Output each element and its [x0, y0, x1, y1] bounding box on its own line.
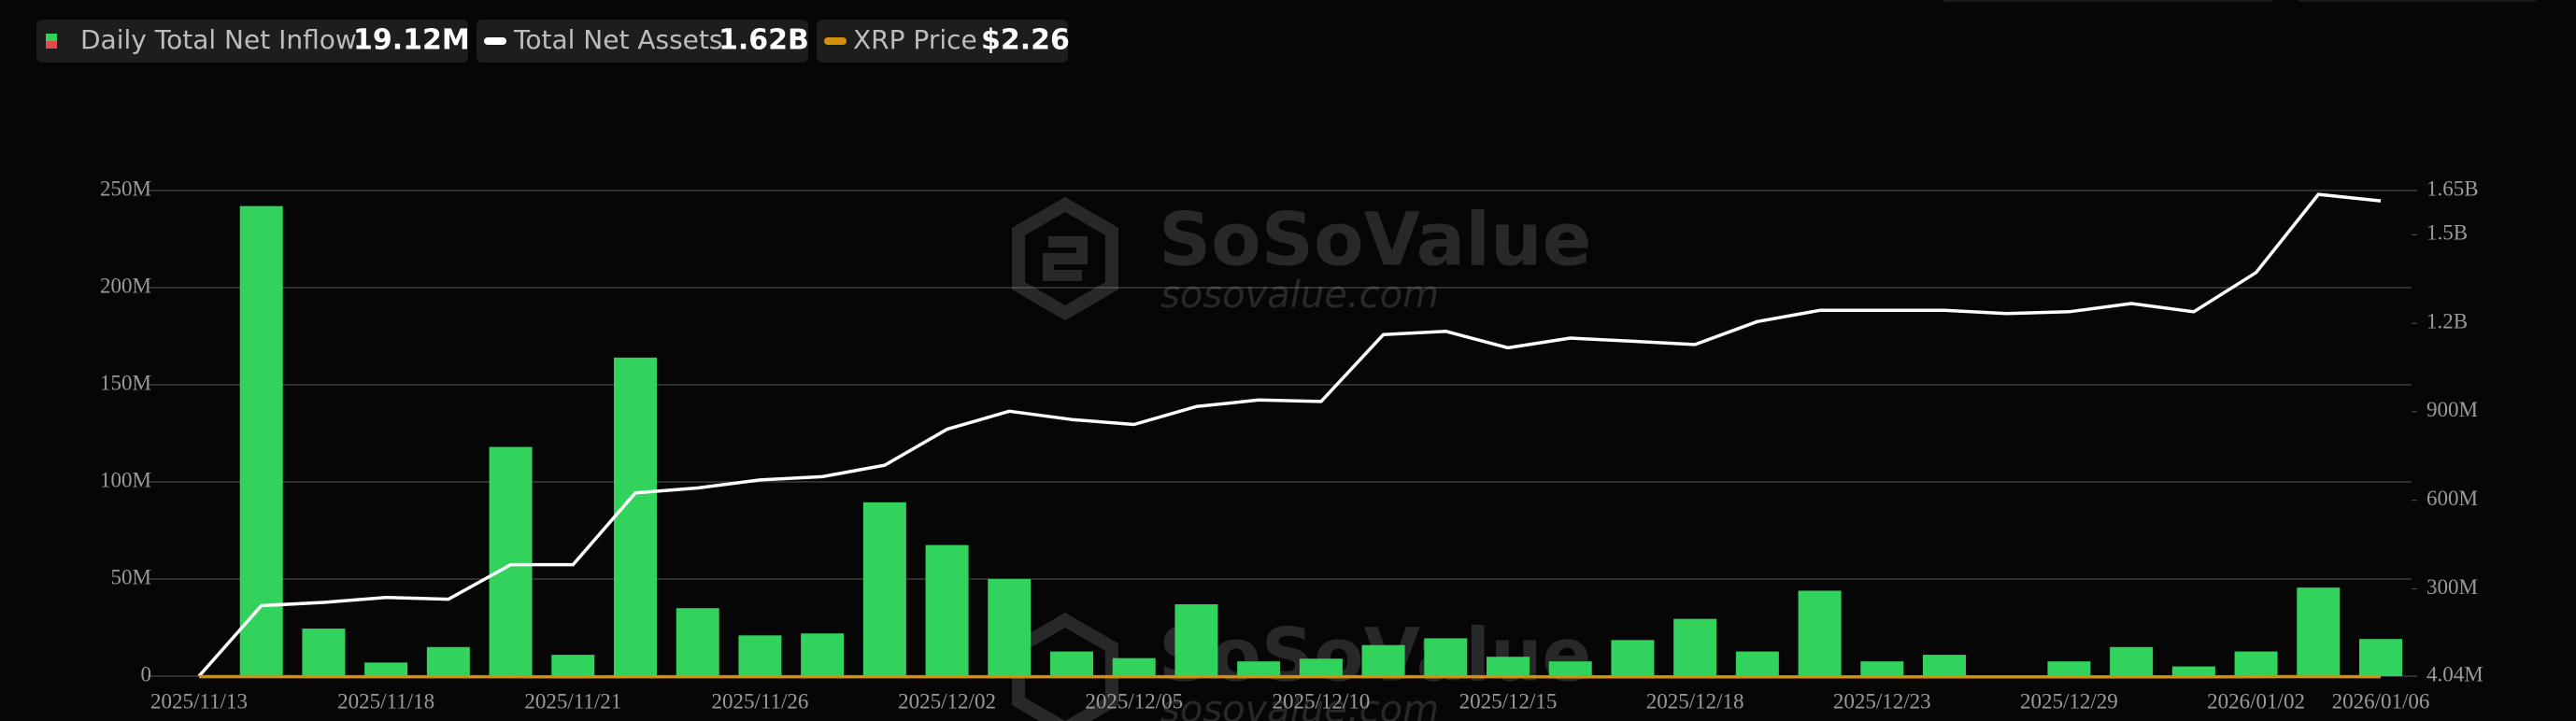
bar — [239, 205, 283, 676]
x-tick-label: 2025/11/18 — [337, 689, 434, 713]
bar — [1361, 644, 1405, 676]
y-tick-label: 200M — [100, 274, 151, 297]
legend-label: Daily Total Net Inflow — [80, 24, 357, 55]
bar — [988, 579, 1032, 676]
legend-label: XRP Price — [853, 24, 977, 55]
legend-label: Total Net Assets — [513, 24, 722, 55]
bar — [551, 655, 595, 676]
x-tick-label: 2025/12/10 — [1272, 689, 1370, 713]
y2-tick-label: 1.5B — [2427, 221, 2468, 245]
legend-value: 19.12M — [353, 24, 470, 57]
y2-tick-label: 600M — [2427, 487, 2478, 510]
bar — [862, 502, 906, 676]
bar — [676, 608, 719, 676]
bar — [1424, 638, 1468, 676]
legend-swatch — [824, 37, 847, 45]
watermark-site: sosovalue.com — [1160, 688, 1439, 721]
control[interactable] — [1942, 0, 2275, 2]
bar — [2171, 666, 2215, 676]
watermark: SoSoValue sosovalue.com SoSoValue sosova… — [1012, 196, 1591, 721]
legend-value: 1.62B — [719, 24, 809, 57]
bar — [489, 446, 533, 676]
bar — [2297, 587, 2341, 676]
bar — [738, 635, 782, 676]
y-tick-label: 0 — [141, 662, 152, 686]
x-tick-label: 2025/12/05 — [1085, 689, 1183, 713]
bar — [925, 544, 969, 676]
y2-tick-label: 300M — [2427, 575, 2478, 599]
x-tick-label: 2026/01/02 — [2207, 689, 2305, 713]
bar — [1923, 655, 1966, 676]
bar — [2359, 639, 2402, 676]
bar — [302, 629, 346, 676]
bar — [1299, 658, 1343, 676]
bar — [2047, 661, 2091, 676]
legend-swatch — [46, 41, 57, 49]
bar — [614, 357, 657, 676]
bar — [801, 633, 845, 676]
x-tick-label: 2025/12/18 — [1646, 689, 1744, 713]
legend-swatch — [46, 34, 57, 41]
x-tick-label: 2025/12/23 — [1833, 689, 1931, 713]
control[interactable] — [2297, 0, 2538, 2]
legend-box[interactable] — [477, 20, 808, 63]
bar — [1174, 604, 1218, 676]
watermark-site: sosovalue.com — [1160, 274, 1439, 317]
y-tick-label: 50M — [111, 565, 151, 588]
watermark-brand: SoSoValue — [1159, 198, 1591, 282]
logo — [1012, 196, 1118, 321]
x-tick-label: 2025/12/02 — [898, 689, 996, 713]
y-tick-label: 150M — [100, 371, 151, 394]
y-tick-label: 250M — [100, 177, 151, 200]
legend-box[interactable] — [817, 20, 1068, 63]
bar — [1487, 657, 1530, 676]
legend-value: $2.26 — [981, 24, 1070, 57]
bar — [1673, 618, 1717, 676]
x-tick-label: 2026/01/06 — [2332, 689, 2430, 713]
bar — [426, 646, 470, 676]
x-tick-label: 2025/12/15 — [1459, 689, 1558, 713]
bar — [1237, 661, 1281, 676]
y2-tick-label: 900M — [2427, 398, 2478, 421]
legend-swatch — [484, 37, 506, 45]
x-tick-label: 2025/12/29 — [2020, 689, 2118, 713]
line — [197, 192, 2382, 678]
bar — [1050, 651, 1093, 676]
bar — [1112, 657, 1156, 676]
bar — [1548, 661, 1592, 676]
bar — [1860, 661, 1904, 676]
y2-tick-label: 1.65B — [2427, 177, 2479, 200]
bar — [2110, 646, 2154, 676]
legend-box[interactable] — [36, 20, 468, 63]
legend: Daily Total Net Inflow 19.12M Total Net … — [36, 20, 1070, 63]
y2-tick-label: 4.04M — [2427, 662, 2483, 686]
x-tick-label: 2025/11/26 — [711, 689, 808, 713]
x-tick-label: 2025/11/13 — [150, 689, 248, 713]
bar — [1798, 590, 1842, 676]
bar — [1735, 651, 1779, 676]
y2-tick-label: 1.2B — [2427, 309, 2468, 332]
x-tick-label: 2025/11/21 — [524, 689, 621, 713]
bar — [1611, 640, 1655, 676]
bar — [364, 662, 408, 676]
bar — [2234, 651, 2278, 676]
y-tick-label: 100M — [100, 468, 151, 491]
